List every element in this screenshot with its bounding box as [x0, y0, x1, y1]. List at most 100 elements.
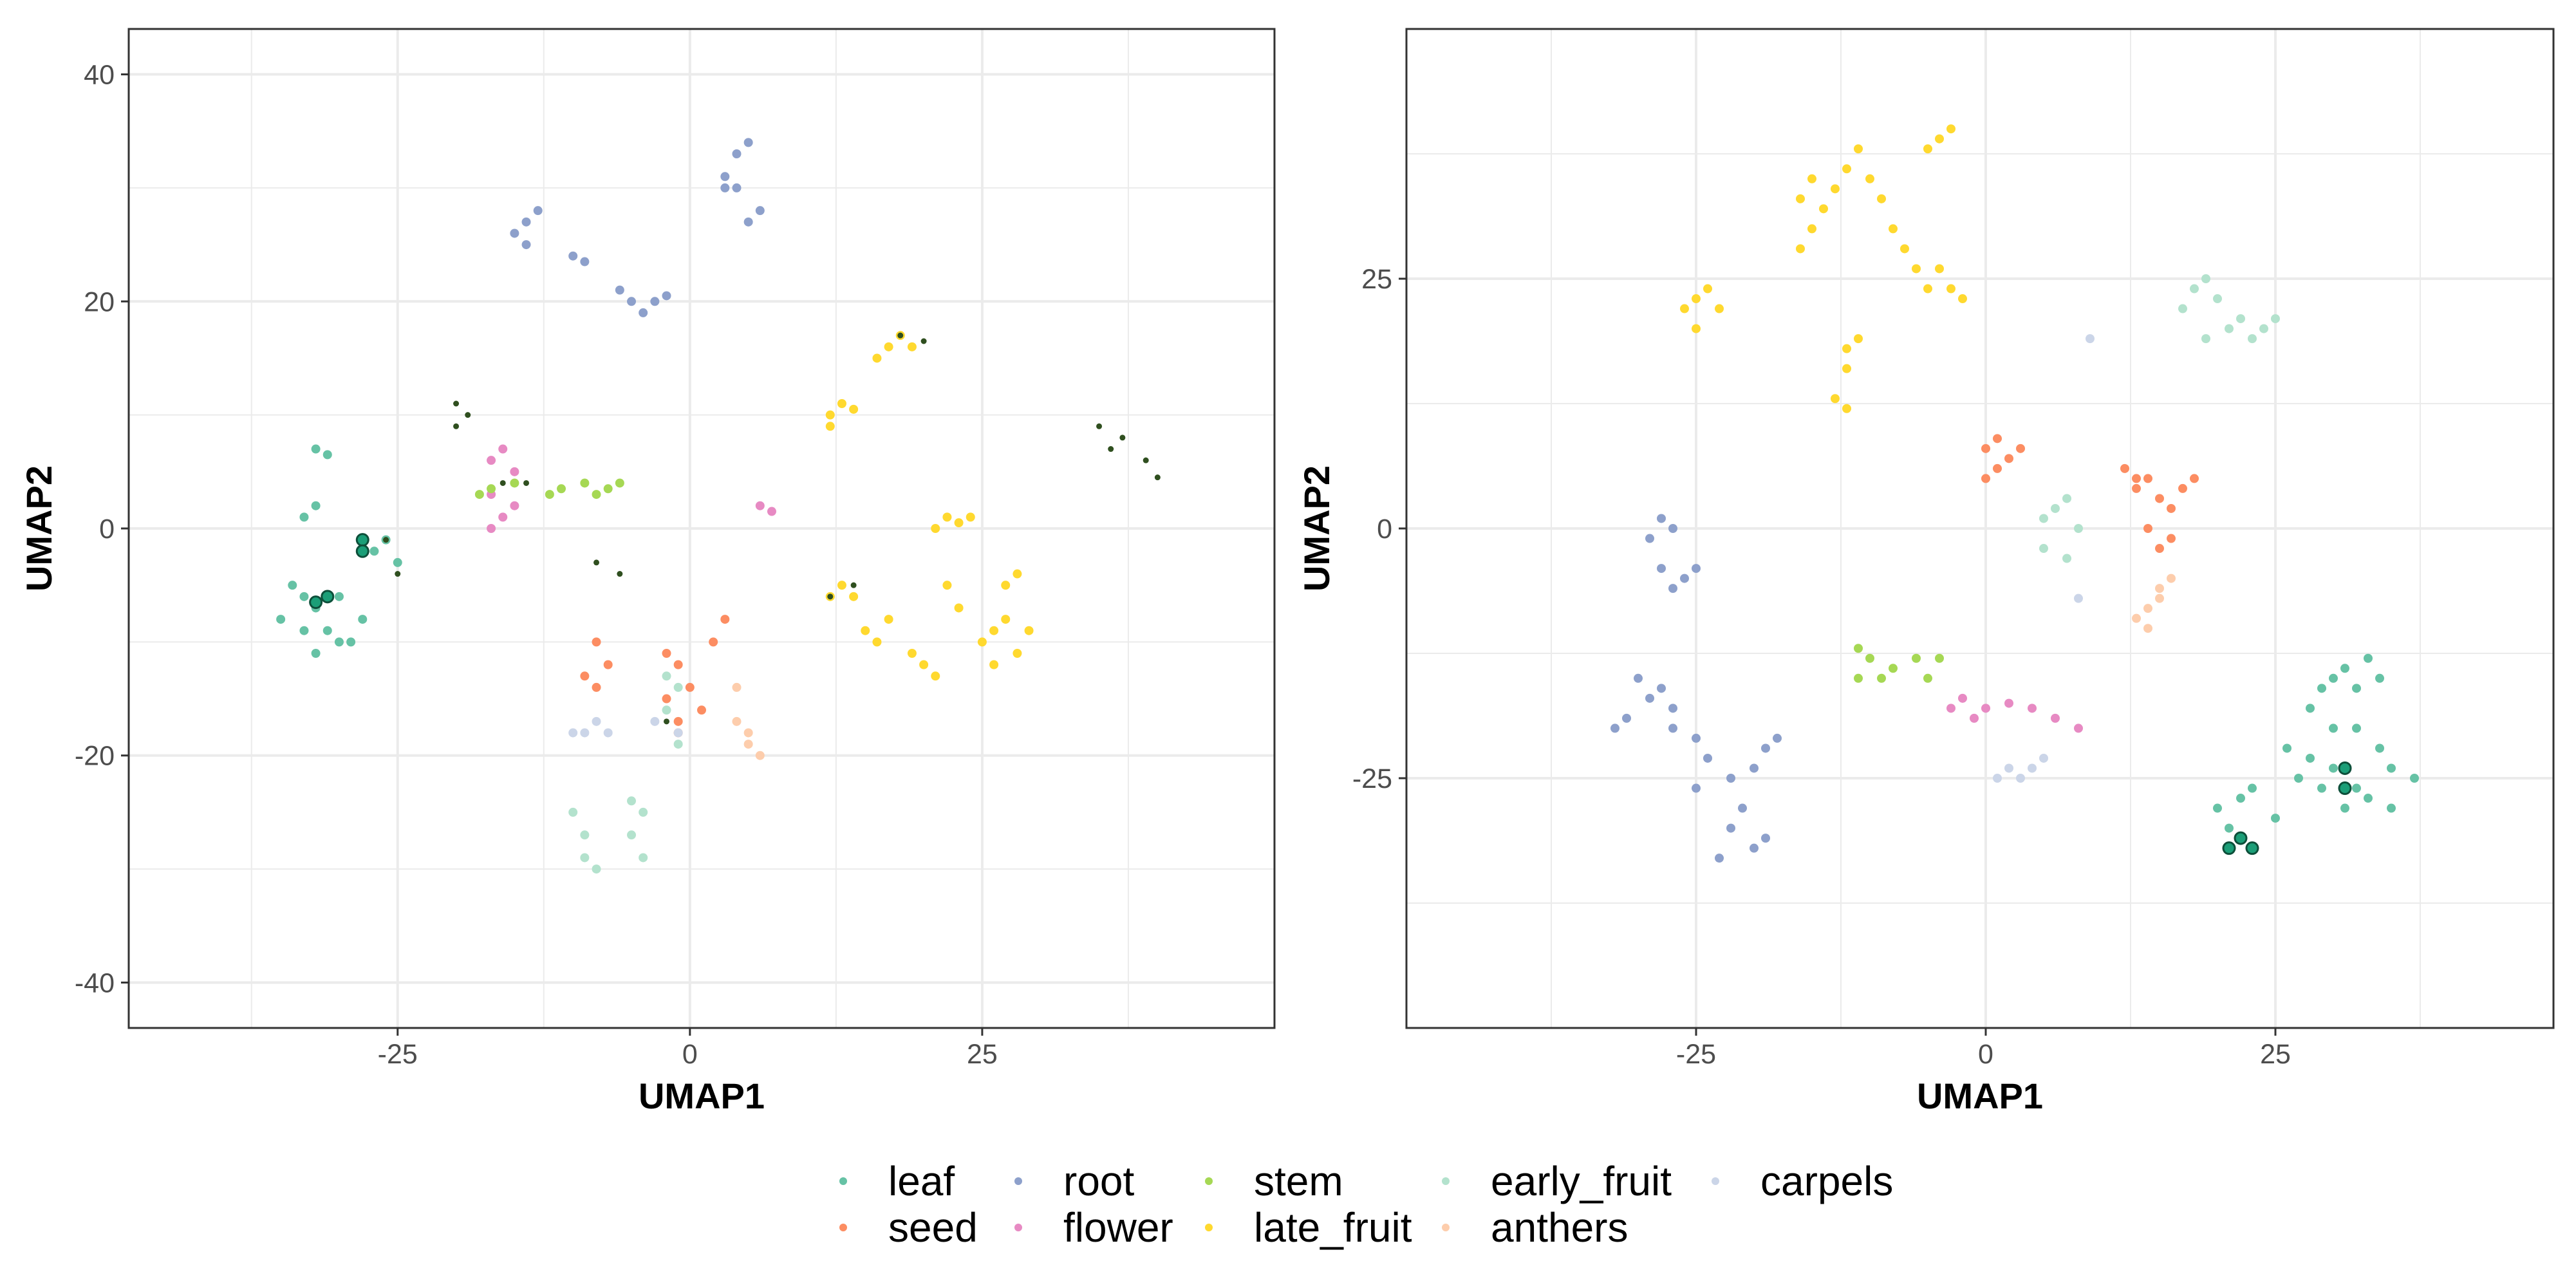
- data-point-leaf: [2236, 794, 2245, 803]
- data-point-early_fruit: [2213, 294, 2222, 304]
- highlighted-point: [2338, 781, 2352, 796]
- data-point-late_fruit: [1877, 194, 1886, 203]
- data-point-leaf: [2364, 794, 2373, 803]
- x-tick-label: 0: [1978, 1039, 1993, 1070]
- data-point-seed: [2178, 483, 2187, 493]
- data-point-leaf: [2352, 684, 2361, 693]
- data-point-seed: [592, 682, 601, 692]
- data-point-anthers: [743, 740, 753, 749]
- marked-point: [664, 718, 670, 725]
- left-panel-y-axis-title: UMAP2: [19, 465, 59, 592]
- data-point-carpels: [2028, 763, 2037, 773]
- data-point-stem: [1912, 653, 1921, 663]
- data-point-early_fruit: [2236, 314, 2245, 324]
- data-point-leaf: [2387, 763, 2396, 773]
- legend-label: leaf: [888, 1158, 955, 1204]
- data-point-leaf: [2352, 723, 2361, 733]
- marked-point: [1096, 423, 1103, 429]
- data-point-leaf: [2340, 664, 2349, 673]
- data-point-leaf: [334, 592, 344, 601]
- highlighted-point: [2245, 841, 2259, 855]
- data-point-leaf: [2375, 743, 2384, 753]
- data-point-late_fruit: [1831, 184, 1840, 194]
- data-point-root: [650, 297, 660, 306]
- y-tick-label: 0: [99, 514, 115, 545]
- data-point-late_fruit: [1024, 626, 1034, 635]
- data-point-carpels: [568, 728, 578, 738]
- legend-key-leaf: [839, 1177, 847, 1185]
- data-point-early_fruit: [2039, 514, 2048, 523]
- data-point-leaf: [2317, 684, 2326, 693]
- data-point-leaf: [2225, 823, 2234, 833]
- data-point-stem: [580, 478, 590, 488]
- highlighted-point: [2234, 831, 2248, 845]
- data-point-root: [1680, 574, 1689, 583]
- data-point-root: [1610, 723, 1619, 733]
- data-point-stem: [557, 484, 566, 494]
- data-point-root: [732, 183, 742, 192]
- data-point-carpels: [2039, 753, 2048, 763]
- data-point-flower: [1946, 704, 1955, 713]
- left-panel-points: [276, 138, 1161, 874]
- data-point-late_fruit: [849, 404, 859, 414]
- data-point-late_fruit: [1842, 404, 1851, 413]
- legend-item-late_fruit: late_fruit: [1205, 1204, 1412, 1251]
- data-point-root: [580, 257, 590, 266]
- legend-item-root: root: [1014, 1158, 1135, 1204]
- data-point-leaf: [358, 615, 368, 624]
- data-point-late_fruit: [849, 592, 859, 601]
- data-point-root: [755, 206, 765, 216]
- data-point-seed: [2004, 454, 2013, 463]
- marked-point: [499, 480, 506, 486]
- data-point-early_fruit: [2248, 334, 2257, 344]
- legend-key-root: [1014, 1177, 1022, 1185]
- data-point-late_fruit: [1923, 284, 1932, 294]
- legend-item-leaf: leaf: [839, 1158, 955, 1204]
- data-point-leaf: [322, 450, 332, 460]
- data-point-seed: [673, 660, 683, 669]
- data-point-late_fruit: [1692, 294, 1701, 304]
- legend-key-anthers: [1442, 1224, 1450, 1231]
- data-point-anthers: [2155, 584, 2164, 593]
- data-point-late_fruit: [872, 353, 882, 363]
- data-point-late_fruit: [884, 342, 893, 351]
- marked-point: [827, 593, 834, 600]
- data-point-late_fruit: [1703, 284, 1712, 294]
- data-point-root: [510, 229, 519, 238]
- left-panel-x-ticks: -25 0 25: [378, 1028, 998, 1070]
- data-point-root: [1726, 774, 1735, 783]
- data-point-leaf: [2248, 783, 2257, 793]
- data-point-early_fruit: [639, 807, 648, 817]
- data-point-root: [1668, 524, 1677, 533]
- data-point-flower: [2028, 704, 2037, 713]
- data-point-flower: [1970, 713, 1979, 723]
- data-point-leaf: [2352, 783, 2361, 793]
- data-point-stem: [1889, 664, 1898, 673]
- data-point-early_fruit: [2178, 304, 2187, 313]
- left-panel-y-ticks: -40 -20 0 20 40: [75, 60, 129, 998]
- data-point-leaf: [2317, 783, 2326, 793]
- data-point-seed: [709, 637, 718, 647]
- data-point-late_fruit: [1807, 174, 1816, 183]
- data-point-root: [1703, 753, 1712, 763]
- legend-key-late_fruit: [1205, 1224, 1213, 1231]
- legend-label: anthers: [1491, 1204, 1628, 1251]
- data-point-seed: [2143, 524, 2152, 533]
- legend-label: root: [1063, 1158, 1135, 1204]
- right-panel-y-axis-title: UMAP2: [1296, 465, 1337, 592]
- left-panel-grid: [129, 29, 1275, 1028]
- y-tick-label: -40: [75, 967, 115, 998]
- data-point-late_fruit: [1819, 204, 1828, 214]
- data-point-flower: [2004, 698, 2013, 708]
- data-point-seed: [2155, 494, 2164, 503]
- y-tick-label: 20: [84, 286, 115, 317]
- legend-label: stem: [1254, 1158, 1343, 1204]
- data-point-flower: [1981, 704, 1990, 713]
- data-point-early_fruit: [2039, 544, 2048, 554]
- data-point-root: [1668, 723, 1677, 733]
- data-point-root: [1692, 733, 1701, 743]
- data-point-root: [732, 149, 742, 158]
- data-point-leaf: [2294, 774, 2303, 783]
- data-point-late_fruit: [942, 581, 952, 590]
- data-point-root: [521, 217, 531, 227]
